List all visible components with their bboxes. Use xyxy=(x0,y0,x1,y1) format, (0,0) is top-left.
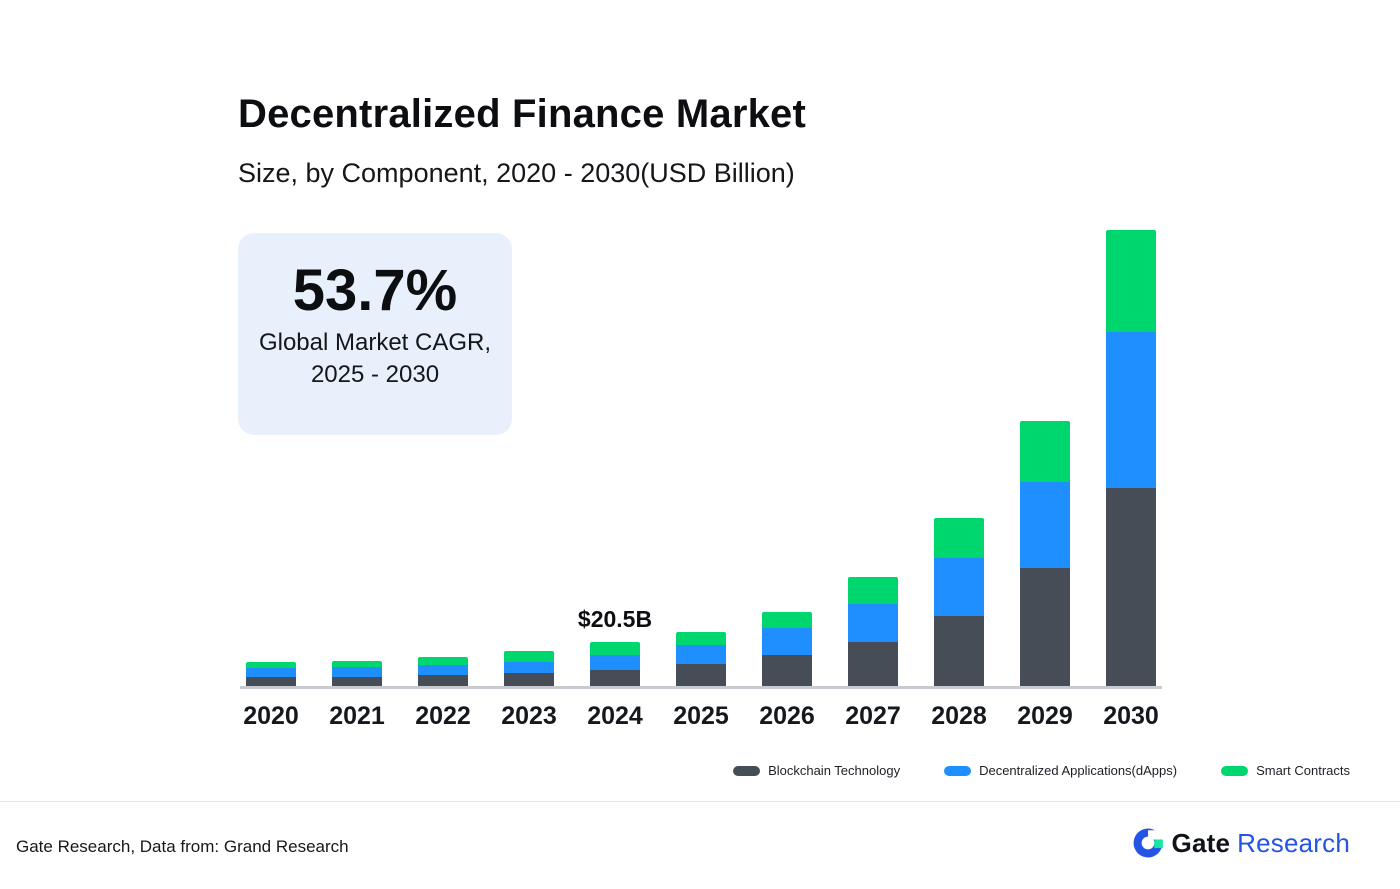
bar-segment-blockchain-2024 xyxy=(590,670,640,686)
bar-stack-2030 xyxy=(1106,230,1156,686)
bar-segment-blockchain-2023 xyxy=(504,673,554,686)
bar-2023 xyxy=(504,651,554,686)
cagr-callout-card: 53.7% Global Market CAGR, 2025 - 2030 xyxy=(238,233,512,435)
bar-segment-dapps-2026 xyxy=(762,627,812,656)
bar-stack-2025 xyxy=(676,631,726,686)
x-axis-labels: 2020 2021 2022 2023 2024 2025 2026 2027 2028 2029… xyxy=(240,702,1162,731)
bar-segment-smart-2022 xyxy=(418,657,468,666)
x-axis-label-2029: 2029 xyxy=(1017,702,1073,730)
bar-segment-smart-2029 xyxy=(1020,421,1070,482)
bar-2021 xyxy=(332,661,382,686)
x-axis-label-2030: 2030 xyxy=(1103,702,1159,730)
bar-segment-blockchain-2020 xyxy=(246,677,296,686)
x-axis-label-2023: 2023 xyxy=(501,702,557,730)
footer-divider xyxy=(0,801,1400,802)
x-axis-label-2022: 2022 xyxy=(415,702,471,730)
x-axis-label-2027: 2027 xyxy=(845,702,901,730)
bar-2026 xyxy=(762,611,812,686)
page-title: Decentralized Finance Market xyxy=(238,92,807,136)
brand-gate-text: Gate xyxy=(1171,827,1231,858)
bar-2022 xyxy=(418,657,468,686)
bar-segment-blockchain-2030 xyxy=(1106,487,1156,686)
legend-label-smart-contracts: Smart Contracts xyxy=(1256,763,1350,778)
bar-segment-smart-2027 xyxy=(848,576,898,604)
bar-segment-smart-2021 xyxy=(332,661,382,668)
bar-stack-2021 xyxy=(332,661,382,686)
legend-swatch-dapps xyxy=(944,765,972,776)
bar-segment-smart-2020 xyxy=(246,662,296,669)
legend-item-blockchain: Blockchain Technology xyxy=(733,763,900,778)
bar-stack-2028 xyxy=(934,518,984,686)
bar-segment-dapps-2022 xyxy=(418,665,468,676)
chart-legend: Blockchain Technology Decentralized Appl… xyxy=(733,763,1350,778)
footer-source-text: Gate Research, Data from: Grand Research xyxy=(16,837,349,856)
bar-segment-dapps-2028 xyxy=(934,558,984,616)
bar-segment-dapps-2029 xyxy=(1020,481,1070,568)
cagr-caption-line1: Global Market CAGR, xyxy=(258,328,492,356)
bar-segment-blockchain-2028 xyxy=(934,615,984,686)
bar-stack-2026 xyxy=(762,611,812,686)
bar-2024: $20.5B xyxy=(578,606,652,686)
bar-stack-2029 xyxy=(1020,421,1070,686)
bar-segment-blockchain-2029 xyxy=(1020,567,1070,686)
bar-segment-blockchain-2027 xyxy=(848,642,898,686)
bar-segment-smart-2025 xyxy=(676,631,726,646)
legend-label-blockchain: Blockchain Technology xyxy=(768,763,901,778)
bar-stack-2022 xyxy=(418,657,468,686)
legend-item-dapps: Decentralized Applications(dApps) xyxy=(944,763,1177,778)
x-axis-label-2021: 2021 xyxy=(329,702,385,730)
x-axis-label-2024: 2024 xyxy=(587,702,643,730)
bar-segment-smart-2024 xyxy=(590,642,640,656)
bar-segment-smart-2030 xyxy=(1106,230,1156,333)
bar-2025 xyxy=(676,631,726,686)
bar-segment-smart-2028 xyxy=(934,518,984,559)
page-subtitle: Size, by Component, 2020 - 2030(USD Bill… xyxy=(238,158,795,188)
legend-label-dapps: Decentralized Applications(dApps) xyxy=(979,763,1178,778)
bar-segment-blockchain-2021 xyxy=(332,677,382,686)
cagr-value: 53.7% xyxy=(292,258,458,323)
x-axis-label-2025: 2025 xyxy=(673,702,729,730)
cagr-caption-line2: 2025 - 2030 xyxy=(310,361,440,389)
bar-2030 xyxy=(1106,230,1156,686)
bar-segment-dapps-2020 xyxy=(246,668,296,678)
bar-segment-dapps-2024 xyxy=(590,655,640,670)
bar-segment-blockchain-2026 xyxy=(762,655,812,686)
bar-segment-dapps-2030 xyxy=(1106,332,1156,488)
x-axis-label-2020: 2020 xyxy=(243,702,299,730)
bar-segment-smart-2026 xyxy=(762,611,812,628)
brand-lockup: Gate Research xyxy=(1131,826,1350,860)
bar-2028 xyxy=(934,518,984,686)
bar-stack-2024 xyxy=(590,642,640,686)
legend-item-smart-contracts: Smart Contracts xyxy=(1221,763,1350,778)
bar-value-annotation: $20.5B xyxy=(577,606,653,633)
bar-stack-2023 xyxy=(504,651,554,686)
bar-segment-smart-2023 xyxy=(504,651,554,663)
bar-segment-dapps-2021 xyxy=(332,667,382,678)
legend-swatch-blockchain xyxy=(733,765,761,776)
gate-logo-icon xyxy=(1131,826,1165,860)
bar-segment-blockchain-2022 xyxy=(418,675,468,686)
legend-swatch-smart-contracts xyxy=(1221,765,1249,776)
bar-stack-2027 xyxy=(848,576,898,686)
bar-segment-dapps-2027 xyxy=(848,603,898,643)
brand-research-text: Research xyxy=(1237,827,1350,858)
bar-segment-blockchain-2025 xyxy=(676,664,726,686)
x-axis-label-2028: 2028 xyxy=(931,702,987,730)
bar-segment-dapps-2023 xyxy=(504,662,554,674)
x-axis-label-2026: 2026 xyxy=(759,702,815,730)
bar-stack-2020 xyxy=(246,662,296,686)
bar-segment-dapps-2025 xyxy=(676,645,726,665)
bar-2020 xyxy=(246,662,296,686)
bar-2027 xyxy=(848,576,898,686)
stacked-bar-chart: $20.5B xyxy=(240,230,1162,689)
bar-2029 xyxy=(1020,421,1070,686)
